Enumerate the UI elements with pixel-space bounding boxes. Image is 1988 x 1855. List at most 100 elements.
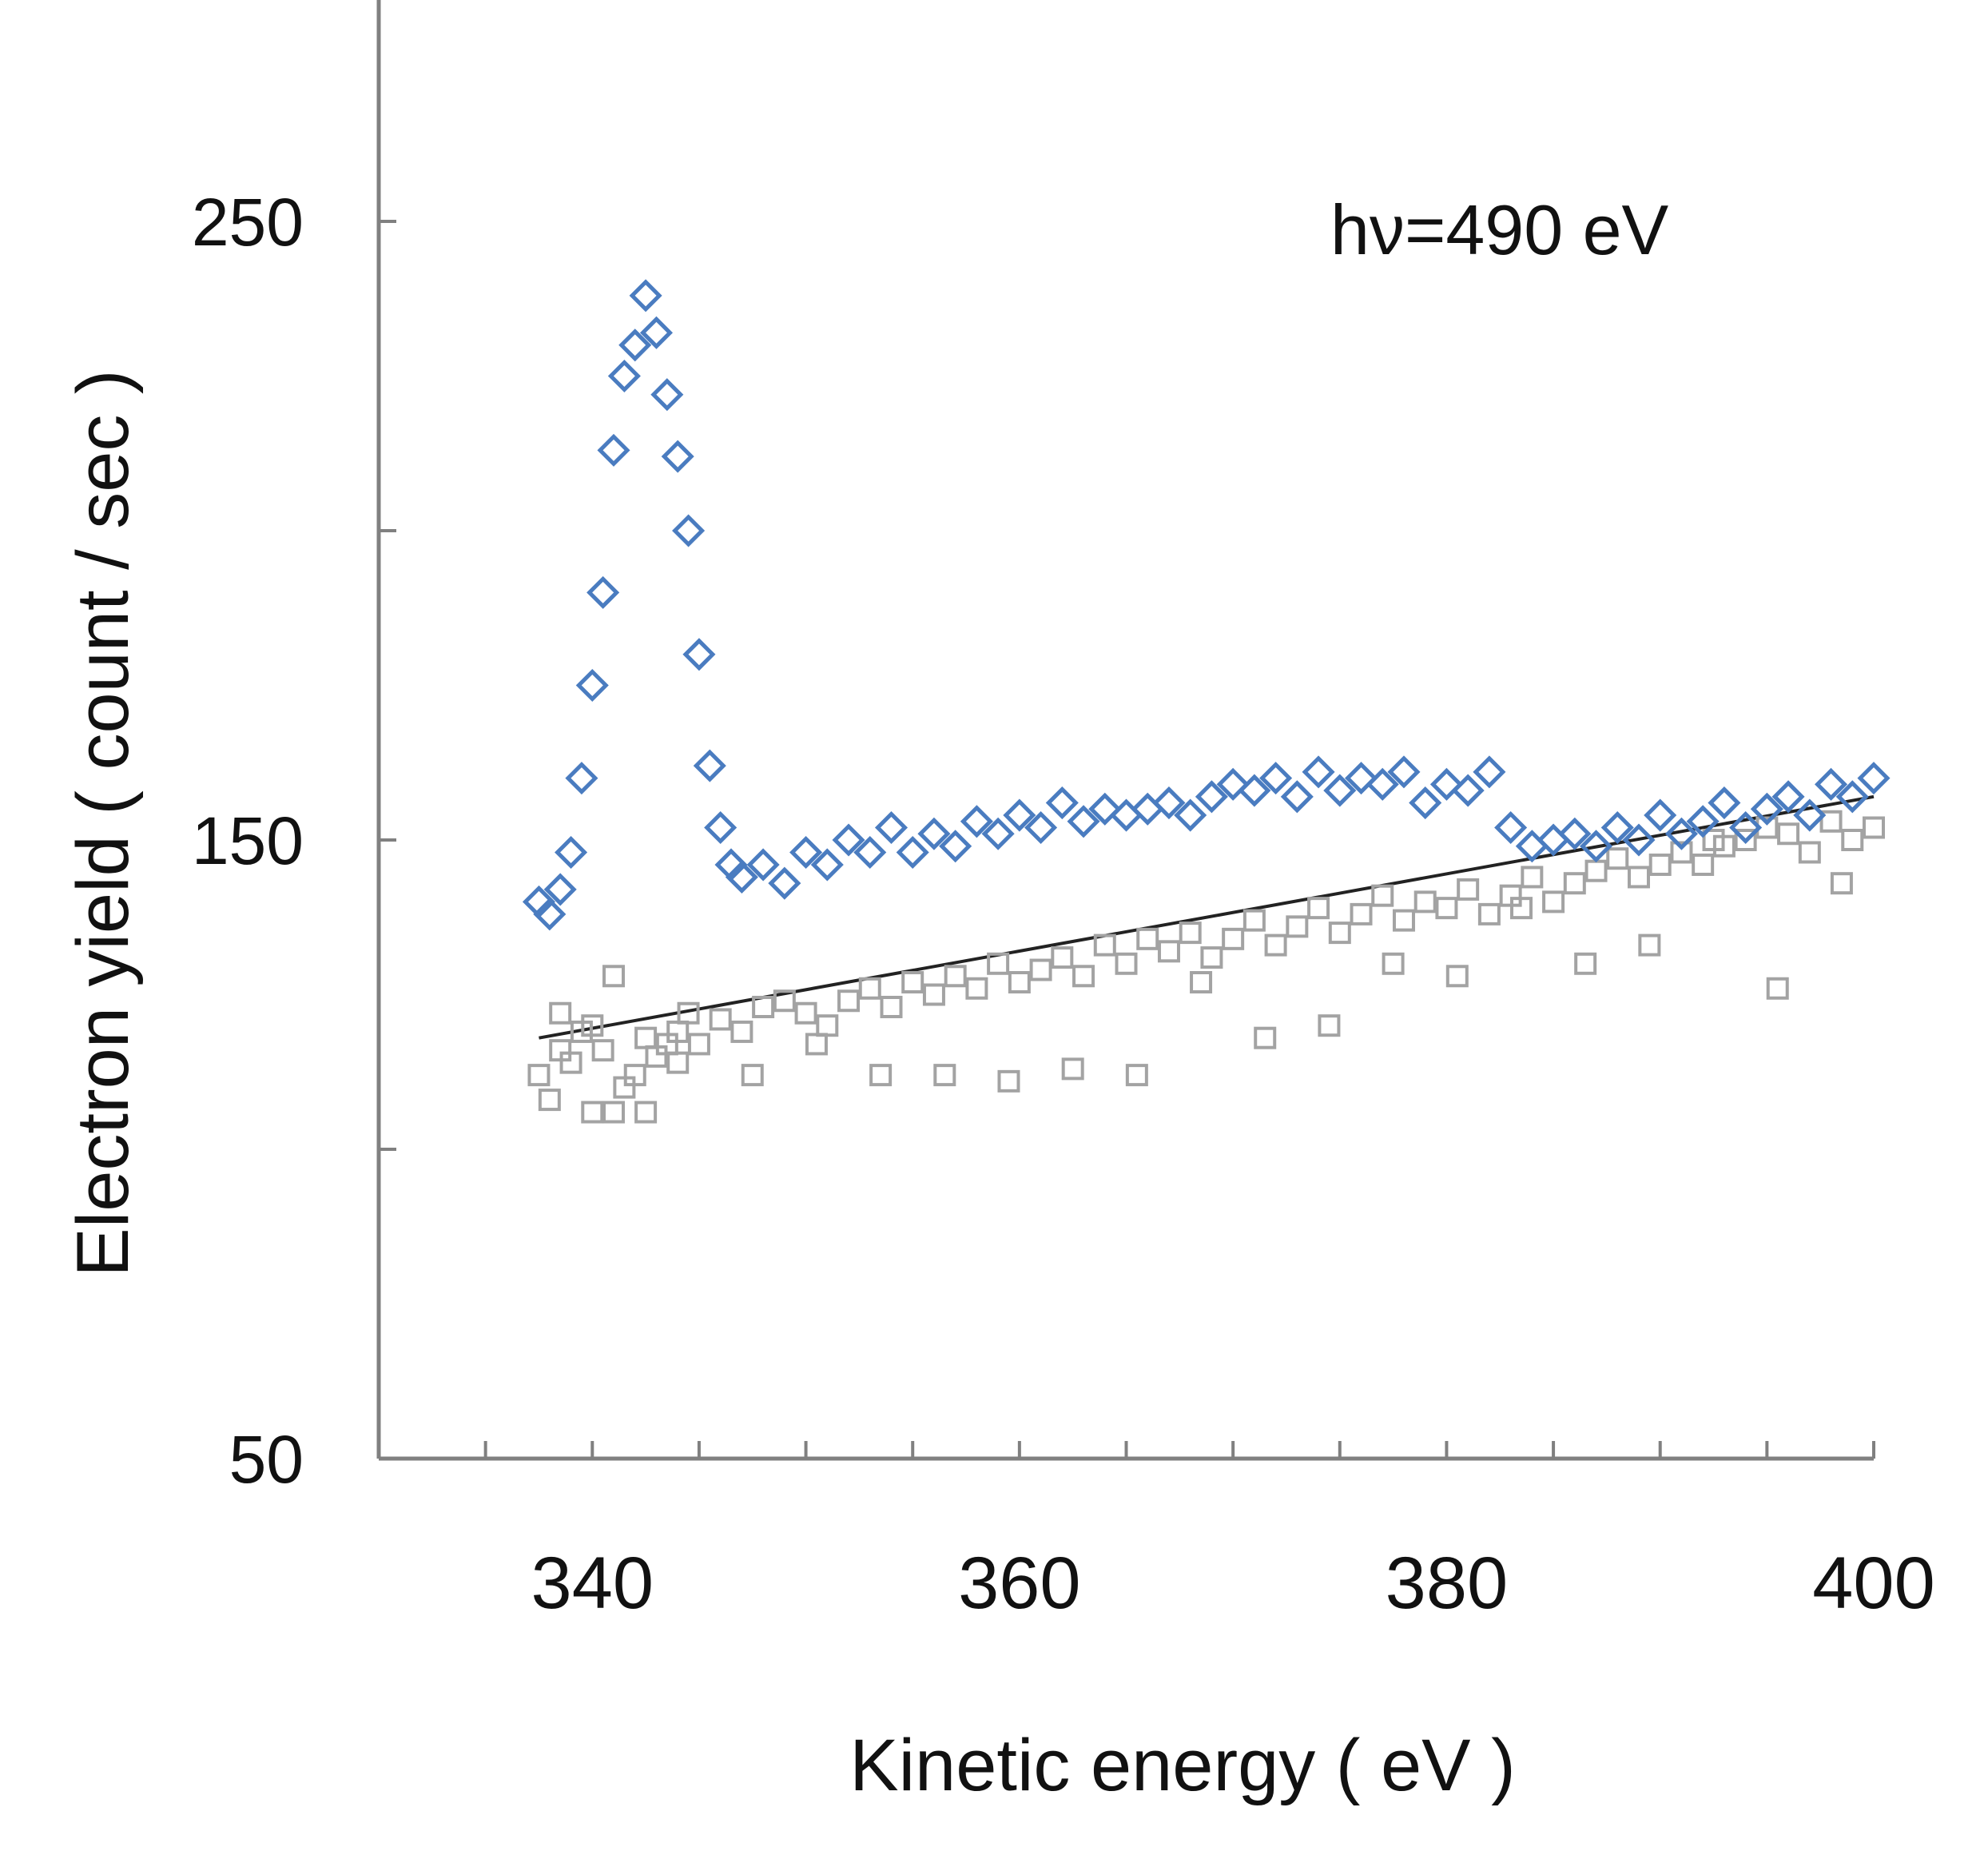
- tick-marks: [379, 220, 1875, 1460]
- square-point: [677, 1001, 700, 1025]
- square-point: [1328, 922, 1351, 945]
- square-point: [1008, 971, 1031, 994]
- diamond-point: [1174, 798, 1207, 832]
- square-point: [933, 1064, 956, 1087]
- diamond-point: [1387, 755, 1421, 789]
- square-point: [634, 1026, 658, 1049]
- square-point: [997, 1069, 1020, 1093]
- square-point: [559, 1051, 582, 1074]
- diamond-point: [1857, 762, 1891, 795]
- square-point: [837, 989, 861, 1013]
- square-point: [1254, 1026, 1277, 1049]
- diamond-point: [1815, 767, 1848, 801]
- diamond-point: [1067, 805, 1100, 838]
- diamond-point: [1344, 762, 1378, 795]
- diamond-point: [629, 279, 662, 312]
- diamond-point: [1366, 767, 1399, 801]
- diamond-point: [853, 835, 887, 870]
- square-point: [858, 977, 881, 1000]
- tick-labels: 340 360 380 400 50 150 250: [192, 185, 1935, 1624]
- square-point: [1286, 915, 1309, 938]
- square-point: [1115, 952, 1138, 975]
- y-axis-label: Electron yield ( count / sec ): [62, 369, 144, 1276]
- square-point: [1509, 897, 1533, 920]
- diamond-point: [1195, 780, 1228, 814]
- square-point: [623, 1064, 646, 1087]
- diamond-point: [768, 866, 801, 900]
- square-point: [1445, 965, 1469, 988]
- square-point: [805, 1033, 828, 1056]
- diamond-point: [832, 823, 865, 857]
- diamond-point: [1750, 792, 1783, 826]
- square-point: [794, 1001, 817, 1025]
- square-point: [901, 971, 924, 994]
- square-point: [1242, 909, 1266, 932]
- diamond-point: [1302, 755, 1335, 789]
- diamond-point: [607, 359, 641, 393]
- square-point: [1435, 897, 1458, 920]
- square-point: [987, 952, 1010, 975]
- diamond-point: [650, 378, 684, 412]
- diamond-point: [1003, 798, 1036, 832]
- diamond-point: [939, 830, 972, 863]
- diamond-point: [1473, 755, 1506, 789]
- square-point: [1157, 940, 1180, 963]
- square-point: [1584, 859, 1608, 882]
- square-point: [1819, 810, 1843, 833]
- y-tick-label: 150: [192, 803, 304, 878]
- square-point: [1627, 866, 1650, 889]
- square-point: [1061, 1057, 1084, 1081]
- square-point: [944, 965, 967, 988]
- square-point: [1863, 816, 1885, 839]
- x-tick-label: 340: [531, 1543, 654, 1624]
- diamond-point: [1045, 786, 1079, 820]
- square-point: [666, 1051, 690, 1074]
- square-point: [1563, 872, 1586, 895]
- diamond-point: [1686, 805, 1720, 838]
- diamond-point: [533, 898, 567, 931]
- square-point: [527, 1064, 551, 1087]
- diamond-point: [1323, 774, 1357, 807]
- square-point: [1413, 890, 1437, 914]
- square-point: [1307, 897, 1330, 920]
- square-point: [1830, 872, 1853, 895]
- diamond-point: [874, 810, 909, 845]
- diamond-point: [1600, 810, 1634, 845]
- square-point: [816, 1014, 839, 1037]
- square-point: [730, 1020, 753, 1043]
- diamond-point: [1024, 810, 1058, 845]
- square-point: [709, 1008, 732, 1031]
- square-point: [1777, 822, 1800, 846]
- square-point: [869, 1064, 893, 1087]
- diamond-point: [1771, 780, 1805, 814]
- diamond-point: [682, 638, 716, 671]
- square-point: [1606, 847, 1629, 870]
- diamond-point: [597, 433, 630, 467]
- square-point: [1670, 841, 1693, 864]
- diamond-point: [1793, 798, 1827, 832]
- square-point: [1029, 958, 1052, 981]
- x-tick-label: 400: [1812, 1543, 1935, 1624]
- diamond-point: [1708, 786, 1741, 820]
- square-point: [1371, 884, 1394, 907]
- diamond-point: [746, 848, 780, 882]
- diamond-point: [575, 668, 609, 703]
- diamond-point: [981, 817, 1015, 850]
- diamond-point: [896, 835, 929, 870]
- diamond-point: [810, 848, 844, 882]
- square-point: [965, 977, 988, 1000]
- diamond-point: [917, 817, 951, 850]
- diamond-point: [960, 805, 993, 838]
- diamond-point: [672, 514, 706, 547]
- square-point: [1521, 866, 1544, 889]
- square-point: [581, 1101, 604, 1124]
- annotation: hν=490 eV: [1330, 190, 1669, 269]
- diamond-point: [1152, 786, 1186, 820]
- square-point: [591, 1039, 614, 1062]
- diamond-point: [1579, 830, 1613, 863]
- diamond-point: [618, 328, 652, 362]
- diamond-point: [555, 835, 588, 870]
- square-point: [602, 965, 626, 988]
- diamond-point: [1494, 810, 1528, 845]
